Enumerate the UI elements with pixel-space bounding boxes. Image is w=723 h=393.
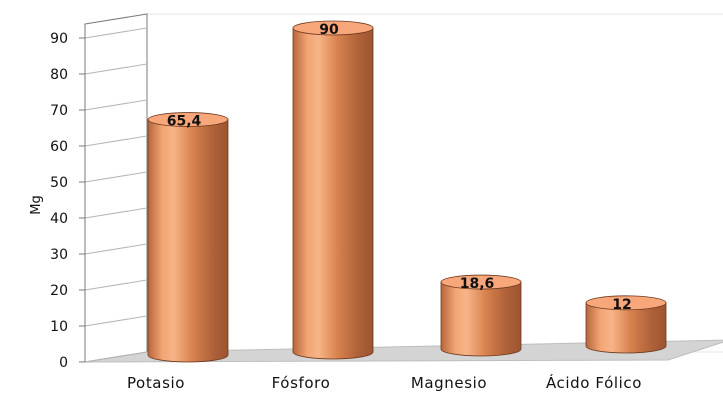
bar-body — [440, 281, 522, 357]
y-depth-tick — [84, 315, 148, 327]
bar-top — [292, 20, 374, 36]
y-tick-label: 40 — [50, 211, 68, 227]
y-depth-tick — [84, 207, 148, 219]
y-axis-label: Mg — [29, 195, 44, 214]
bar-top — [147, 112, 229, 127]
x-axis: Potasio Fósforo Magnesio Ácido Fólico — [127, 373, 642, 392]
bar-potasio: 65,4 — [147, 112, 229, 363]
bar-magnesio: 18,6 — [440, 274, 522, 357]
y-tick-label: 60 — [50, 139, 68, 155]
x-tick-label: Ácido Fólico — [546, 373, 642, 392]
y-depth-tick — [84, 63, 148, 75]
bar-f-sforo: 90 — [292, 20, 374, 360]
y-tick-label: 30 — [50, 247, 68, 263]
side-wall — [84, 13, 148, 363]
x-tick-label: Fósforo — [272, 374, 331, 392]
x-tick-label: Potasio — [127, 374, 185, 392]
y-depth-tick — [84, 27, 148, 39]
data-label: 90 — [319, 22, 339, 38]
y-tick-label: 0 — [59, 355, 68, 371]
bar-body — [147, 119, 229, 363]
y-tick-label: 70 — [50, 103, 68, 119]
x-tick-label: Magnesio — [411, 374, 487, 392]
data-label: 65,4 — [167, 114, 202, 130]
y-depth-tick — [84, 99, 148, 111]
y-tick-label: 10 — [50, 319, 68, 335]
y-depth-tick — [84, 171, 148, 183]
y-depth-tick — [84, 279, 148, 291]
bar-top — [585, 295, 667, 311]
plot-walls — [84, 13, 723, 363]
y-tick-label: 50 — [50, 175, 68, 191]
y-depth-tick — [84, 243, 148, 255]
bar-top — [440, 274, 522, 290]
data-label: 18,6 — [460, 276, 495, 292]
y-tick-label: 80 — [50, 67, 68, 83]
data-label: 12 — [612, 297, 631, 313]
y-depth-tick — [84, 135, 148, 147]
y-tick-label: 20 — [50, 283, 68, 299]
bar-body — [585, 302, 667, 354]
bar--cido-f-lico: 12 — [585, 295, 667, 354]
y-tick-label: 90 — [50, 31, 68, 47]
bars: 65,4 90 18,6 12 — [147, 20, 667, 363]
y-depth-tick — [84, 351, 148, 363]
y-axis: 0 10 20 30 40 50 60 70 80 90 — [50, 24, 148, 371]
bar-body — [292, 27, 374, 360]
